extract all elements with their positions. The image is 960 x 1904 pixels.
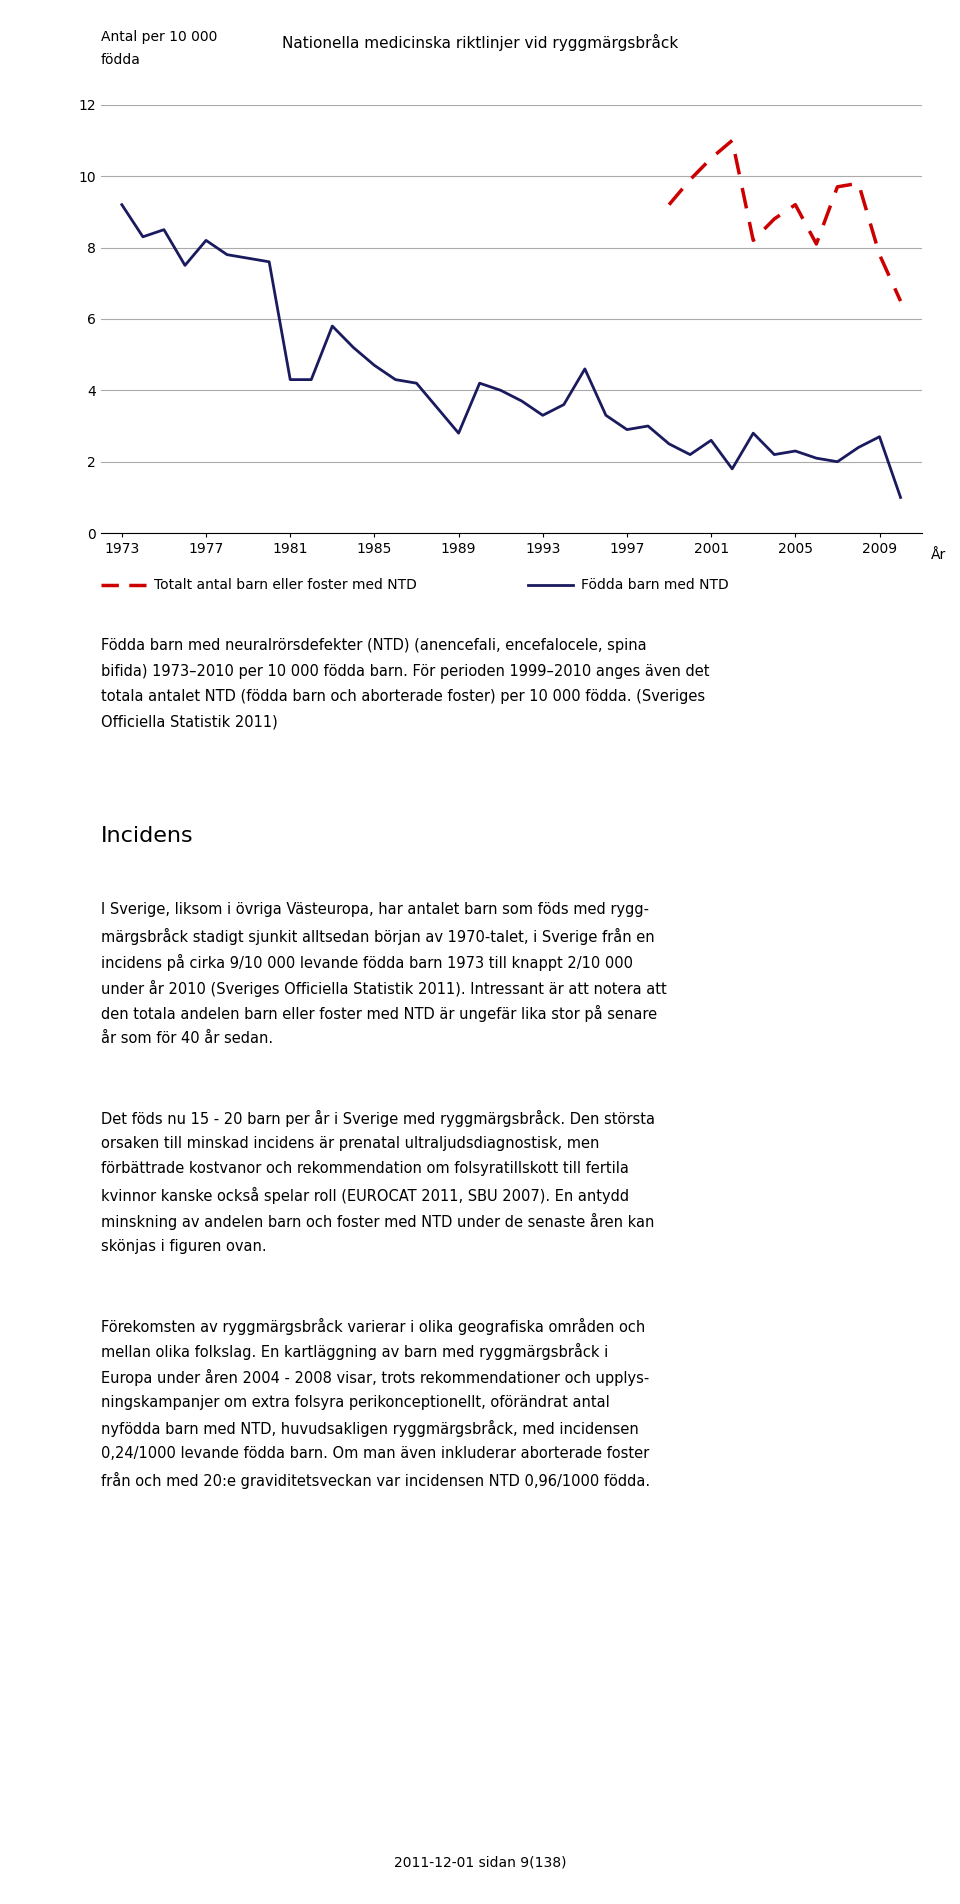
Text: År: År bbox=[931, 548, 947, 562]
Text: den totala andelen barn eller foster med NTD är ungefär lika stor på senare: den totala andelen barn eller foster med… bbox=[101, 1005, 657, 1022]
Text: kvinnor kanske också spelar roll (EUROCAT 2011, SBU 2007). En antydd: kvinnor kanske också spelar roll (EUROCA… bbox=[101, 1188, 629, 1203]
Text: mellan olika folkslag. En kartläggning av barn med ryggmärgsbråck i: mellan olika folkslag. En kartläggning a… bbox=[101, 1344, 608, 1359]
Text: ningskampanjer om extra folsyra perikonceptionellt, oförändrat antal: ningskampanjer om extra folsyra perikonc… bbox=[101, 1396, 610, 1409]
Text: under år 2010 (Sveriges Officiella Statistik 2011). Intressant är att notera att: under år 2010 (Sveriges Officiella Stati… bbox=[101, 981, 666, 996]
Text: skönjas i figuren ovan.: skönjas i figuren ovan. bbox=[101, 1240, 267, 1253]
Text: år som för 40 år sedan.: år som för 40 år sedan. bbox=[101, 1032, 273, 1045]
Text: Europa under åren 2004 - 2008 visar, trots rekommendationer och upplys-: Europa under åren 2004 - 2008 visar, tro… bbox=[101, 1369, 649, 1386]
Text: orsaken till minskad incidens är prenatal ultraljudsdiagnostisk, men: orsaken till minskad incidens är prenata… bbox=[101, 1137, 599, 1150]
Text: Antal per 10 000: Antal per 10 000 bbox=[101, 30, 217, 44]
Text: 2011-12-01 sidan 9(138): 2011-12-01 sidan 9(138) bbox=[394, 1856, 566, 1870]
Text: märgsbråck stadigt sjunkit alltsedan början av 1970-talet, i Sverige från en: märgsbråck stadigt sjunkit alltsedan bör… bbox=[101, 929, 655, 944]
Text: totala antalet NTD (födda barn och aborterade foster) per 10 000 födda. (Sverige: totala antalet NTD (födda barn och abort… bbox=[101, 689, 705, 704]
Text: förbättrade kostvanor och rekommendation om folsyratillskott till fertila: förbättrade kostvanor och rekommendation… bbox=[101, 1161, 629, 1177]
Text: Officiella Statistik 2011): Officiella Statistik 2011) bbox=[101, 716, 277, 729]
Text: Totalt antal barn eller foster med NTD: Totalt antal barn eller foster med NTD bbox=[155, 577, 417, 592]
Text: från och med 20:e graviditetsveckan var incidensen NTD 0,96/1000 födda.: från och med 20:e graviditetsveckan var … bbox=[101, 1472, 650, 1489]
Text: 0,24/1000 levande födda barn. Om man även inkluderar aborterade foster: 0,24/1000 levande födda barn. Om man äve… bbox=[101, 1447, 649, 1460]
Text: incidens på cirka 9/10 000 levande födda barn 1973 till knappt 2/10 000: incidens på cirka 9/10 000 levande födda… bbox=[101, 954, 633, 971]
Text: Nationella medicinska riktlinjer vid ryggmärgsbråck: Nationella medicinska riktlinjer vid ryg… bbox=[282, 34, 678, 51]
Text: bifida) 1973–2010 per 10 000 födda barn. För perioden 1999–2010 anges även det: bifida) 1973–2010 per 10 000 födda barn.… bbox=[101, 664, 709, 678]
Text: Födda barn med neuralrörsdefekter (NTD) (anencefali, encefalocele, spina: Födda barn med neuralrörsdefekter (NTD) … bbox=[101, 638, 646, 653]
Text: I Sverige, liksom i övriga Västeuropa, har antalet barn som föds med rygg-: I Sverige, liksom i övriga Västeuropa, h… bbox=[101, 902, 649, 918]
Text: Födda barn med NTD: Födda barn med NTD bbox=[581, 577, 729, 592]
Text: nyfödda barn med NTD, huvudsakligen ryggmärgsbråck, med incidensen: nyfödda barn med NTD, huvudsakligen rygg… bbox=[101, 1420, 638, 1438]
Text: födda: födda bbox=[101, 53, 141, 67]
Text: Incidens: Incidens bbox=[101, 826, 193, 847]
Text: minskning av andelen barn och foster med NTD under de senaste åren kan: minskning av andelen barn och foster med… bbox=[101, 1213, 654, 1230]
Text: Förekomsten av ryggmärgsbråck varierar i olika geografiska områden och: Förekomsten av ryggmärgsbråck varierar i… bbox=[101, 1318, 645, 1335]
Text: Det föds nu 15 - 20 barn per år i Sverige med ryggmärgsbråck. Den största: Det föds nu 15 - 20 barn per år i Sverig… bbox=[101, 1110, 655, 1127]
